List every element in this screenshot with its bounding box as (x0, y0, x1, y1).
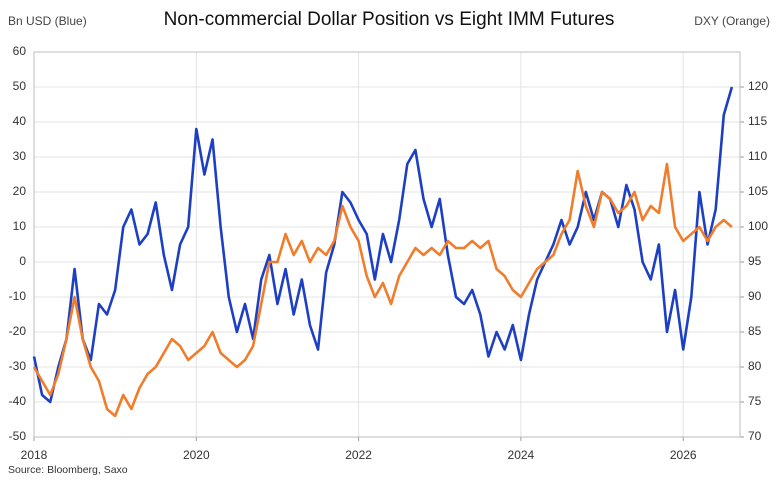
y-tick-label: -20 (9, 324, 27, 338)
y2-tick-label: 85 (748, 324, 762, 338)
y2-tick-label: 115 (748, 114, 767, 128)
series-line (32, 86, 734, 404)
y2-tick-label: 100 (748, 219, 768, 233)
y2-tick-label: 110 (748, 149, 767, 163)
x-tick-label: 2018 (21, 448, 48, 462)
series-line (32, 162, 733, 418)
chart-title: Non-commercial Dollar Position vs Eight … (164, 9, 615, 30)
y-tick-label: -50 (9, 429, 27, 443)
x-tick-label: 2026 (670, 448, 697, 462)
y2-tick-label: 70 (748, 429, 762, 443)
y2-tick-label: 120 (748, 79, 768, 93)
y2-tick-label: 90 (748, 289, 762, 303)
y2-tick-label: 105 (748, 184, 768, 198)
y2-tick-label: 75 (748, 394, 762, 408)
y-tick-label: -30 (9, 359, 27, 373)
x-tick-label: 2022 (345, 448, 372, 462)
y-tick-label: 40 (13, 114, 27, 128)
plot-frame (33, 51, 741, 438)
y-tick-label: -10 (9, 289, 27, 303)
x-tick-label: 2020 (183, 448, 210, 462)
source-note: Source: Bloomberg, Saxo (8, 464, 128, 476)
y-tick-label: 30 (13, 149, 27, 163)
x-tick-label: 2024 (508, 448, 535, 462)
y2-tick-label: 95 (748, 254, 762, 268)
y-tick-label: 0 (19, 254, 26, 268)
y-axis-title: Bn USD (Blue) (8, 14, 87, 28)
y-tick-label: 20 (13, 184, 27, 198)
y-tick-label: 60 (13, 44, 27, 58)
y2-tick-label: 80 (748, 359, 762, 373)
y-tick-label: 10 (13, 219, 27, 233)
y-tick-label: -40 (9, 394, 27, 408)
y2-axis-title: DXY (Orange) (694, 14, 770, 28)
y-tick-label: 50 (13, 79, 27, 93)
